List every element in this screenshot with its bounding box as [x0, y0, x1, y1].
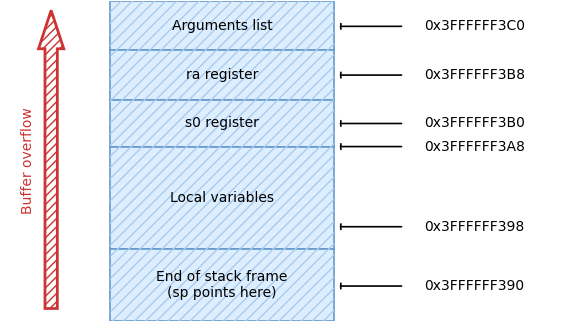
Bar — [110, 1, 334, 50]
Text: 0x3FFFFFF3B0: 0x3FFFFFF3B0 — [424, 117, 525, 130]
Bar — [110, 1, 334, 50]
Bar — [110, 147, 334, 249]
Text: 0x3FFFFFF390: 0x3FFFFFF390 — [424, 279, 524, 293]
Text: 0x3FFFFFF3B8: 0x3FFFFFF3B8 — [424, 68, 525, 82]
Text: End of stack frame
(sp points here): End of stack frame (sp points here) — [156, 270, 288, 300]
Text: ra register: ra register — [186, 68, 259, 82]
Bar — [110, 100, 334, 147]
Text: 0x3FFFFFF3C0: 0x3FFFFFF3C0 — [424, 19, 525, 33]
Bar — [110, 100, 334, 147]
Bar — [110, 147, 334, 249]
Bar — [110, 50, 334, 100]
Text: 0x3FFFFFF3A8: 0x3FFFFFF3A8 — [424, 139, 525, 154]
Text: 0x3FFFFFF398: 0x3FFFFFF398 — [424, 220, 524, 234]
Text: s0 register: s0 register — [185, 116, 259, 130]
Bar — [110, 249, 334, 321]
Text: Arguments list: Arguments list — [172, 19, 273, 33]
Bar — [110, 249, 334, 321]
Text: Local variables: Local variables — [170, 191, 274, 205]
Bar — [110, 50, 334, 100]
Text: Buffer overflow: Buffer overflow — [21, 108, 35, 214]
